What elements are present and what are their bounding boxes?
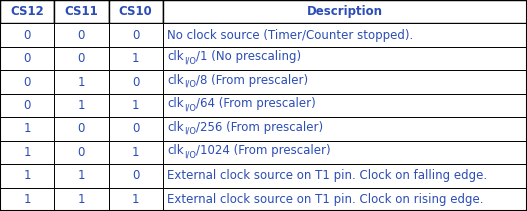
Bar xyxy=(54,47,109,70)
Bar xyxy=(109,70,163,94)
Bar xyxy=(54,117,109,141)
Text: 1: 1 xyxy=(77,169,85,182)
Bar xyxy=(163,141,527,164)
Text: 1: 1 xyxy=(77,76,85,89)
Text: 1: 1 xyxy=(23,193,31,206)
Bar xyxy=(109,23,163,47)
Text: I/O: I/O xyxy=(184,150,196,159)
Bar xyxy=(109,94,163,117)
Text: I/O: I/O xyxy=(184,103,196,112)
Text: 0: 0 xyxy=(78,29,85,42)
Bar xyxy=(0,117,54,141)
Text: 0: 0 xyxy=(24,29,31,42)
Bar xyxy=(0,94,54,117)
Text: I/O: I/O xyxy=(184,127,196,136)
Bar xyxy=(0,0,54,23)
Text: /256 (From prescaler): /256 (From prescaler) xyxy=(196,121,323,134)
Bar xyxy=(163,117,527,141)
Bar xyxy=(0,23,54,47)
Text: /8 (From prescaler): /8 (From prescaler) xyxy=(196,74,308,87)
Text: I/O: I/O xyxy=(184,80,196,89)
Bar xyxy=(163,94,527,117)
Text: clk: clk xyxy=(167,74,184,87)
Bar xyxy=(54,94,109,117)
Bar xyxy=(54,70,109,94)
Text: CS12: CS12 xyxy=(10,5,44,18)
Bar xyxy=(0,164,54,188)
Text: I/O: I/O xyxy=(184,57,196,65)
Bar xyxy=(163,164,527,188)
Text: External clock source on T1 pin. Clock on rising edge.: External clock source on T1 pin. Clock o… xyxy=(167,193,484,206)
Text: 1: 1 xyxy=(23,169,31,182)
Text: 1: 1 xyxy=(23,146,31,159)
Text: 0: 0 xyxy=(78,146,85,159)
Text: 1: 1 xyxy=(132,52,140,65)
Bar xyxy=(163,0,527,23)
Text: 1: 1 xyxy=(23,122,31,135)
Bar xyxy=(54,141,109,164)
Text: clk: clk xyxy=(167,97,184,110)
Text: CS10: CS10 xyxy=(119,5,153,18)
Text: /1 (No prescaling): /1 (No prescaling) xyxy=(196,50,301,64)
Bar xyxy=(109,188,163,211)
Bar xyxy=(109,117,163,141)
Bar xyxy=(54,23,109,47)
Text: 0: 0 xyxy=(24,99,31,112)
Bar xyxy=(0,141,54,164)
Text: /64 (From prescaler): /64 (From prescaler) xyxy=(196,97,316,110)
Text: External clock source on T1 pin. Clock on falling edge.: External clock source on T1 pin. Clock o… xyxy=(167,169,487,182)
Text: 0: 0 xyxy=(132,76,139,89)
Text: clk: clk xyxy=(167,144,184,157)
Bar xyxy=(54,188,109,211)
Bar xyxy=(0,188,54,211)
Bar xyxy=(0,47,54,70)
Bar xyxy=(109,164,163,188)
Text: 1: 1 xyxy=(132,99,140,112)
Bar xyxy=(54,0,109,23)
Text: /1024 (From prescaler): /1024 (From prescaler) xyxy=(196,144,330,157)
Text: Description: Description xyxy=(307,5,383,18)
Bar xyxy=(109,141,163,164)
Text: CS11: CS11 xyxy=(64,5,99,18)
Text: 0: 0 xyxy=(132,29,139,42)
Bar xyxy=(109,0,163,23)
Text: 0: 0 xyxy=(78,52,85,65)
Bar xyxy=(163,23,527,47)
Bar xyxy=(54,164,109,188)
Text: 1: 1 xyxy=(132,193,140,206)
Text: 0: 0 xyxy=(24,52,31,65)
Text: 1: 1 xyxy=(77,99,85,112)
Text: 1: 1 xyxy=(77,193,85,206)
Text: 0: 0 xyxy=(132,122,139,135)
Text: 0: 0 xyxy=(24,76,31,89)
Bar xyxy=(163,70,527,94)
Bar xyxy=(109,47,163,70)
Text: 0: 0 xyxy=(78,122,85,135)
Text: No clock source (Timer/Counter stopped).: No clock source (Timer/Counter stopped). xyxy=(167,29,413,42)
Bar xyxy=(163,47,527,70)
Text: clk: clk xyxy=(167,121,184,134)
Text: 0: 0 xyxy=(132,169,139,182)
Bar xyxy=(0,70,54,94)
Text: 1: 1 xyxy=(132,146,140,159)
Text: clk: clk xyxy=(167,50,184,64)
Bar xyxy=(163,188,527,211)
